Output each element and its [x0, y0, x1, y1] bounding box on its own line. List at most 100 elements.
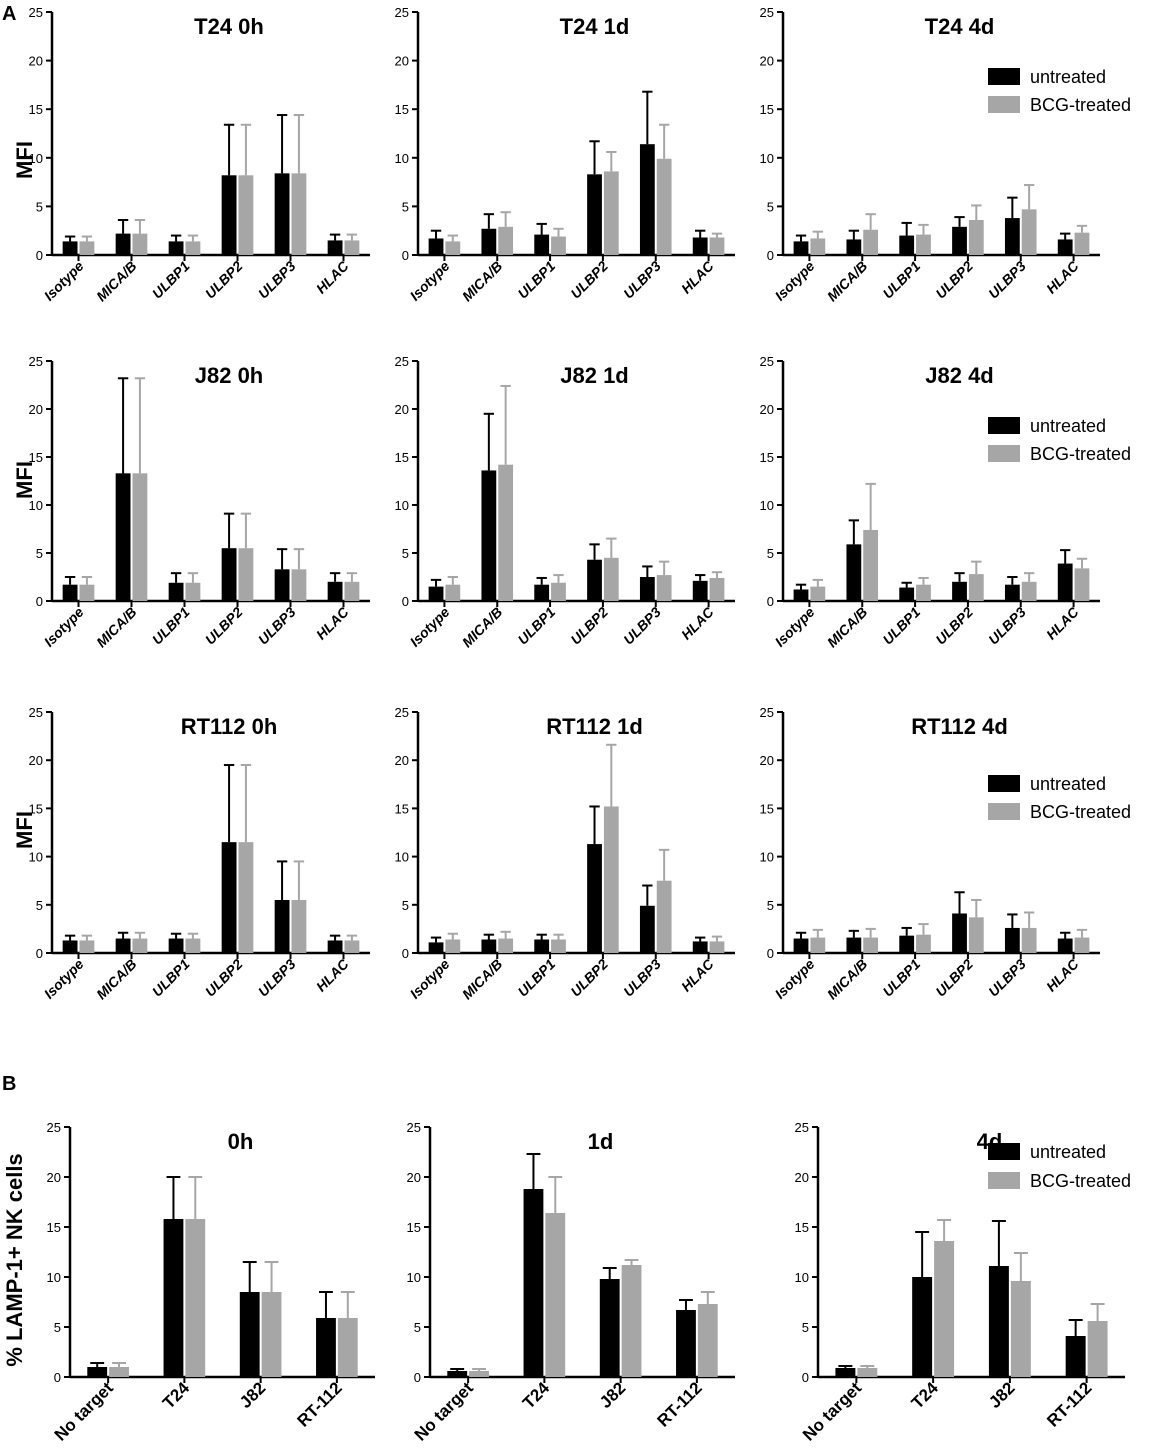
bar-treated: [656, 880, 672, 953]
bar-untreated: [481, 228, 497, 255]
category-label: ULBP3: [985, 604, 1029, 648]
category-label: ULBP2: [202, 604, 246, 648]
y-tick-label: 10: [795, 1270, 809, 1285]
category-label: ULBP2: [932, 258, 976, 302]
bar-untreated: [481, 470, 497, 601]
bar-untreated: [793, 241, 809, 255]
bar-untreated: [115, 473, 131, 601]
bar-untreated: [952, 913, 967, 953]
y-tick-label: 25: [760, 354, 774, 369]
bar-untreated: [316, 1318, 336, 1377]
bar-untreated: [587, 559, 602, 601]
y-tick-label: 20: [760, 402, 774, 417]
category-label: HLAC: [313, 257, 352, 296]
y-tick-label: 5: [802, 1320, 809, 1335]
legend-label-untreated: untreated: [1030, 774, 1106, 794]
chart-4: J82 1d 0 5 10 15 20 25 Isotype MICA/B ULBP1 ULBP2 U…: [395, 354, 735, 650]
bar-untreated: [912, 1277, 933, 1377]
ylabel-t24-row: MFI: [12, 141, 37, 179]
category-label: HLAC: [678, 955, 717, 994]
y-tick-label: 25: [47, 1120, 61, 1135]
bar-untreated: [87, 1367, 108, 1377]
chart-title: T24 1d: [560, 14, 630, 39]
y-tick-label: 5: [36, 199, 43, 214]
bar-treated: [857, 1368, 878, 1377]
y-tick-label: 25: [395, 705, 409, 720]
legend-label-untreated: untreated: [1030, 1142, 1106, 1162]
legend-swatch-treated: [988, 445, 1020, 462]
y-tick-label: 10: [395, 498, 409, 513]
bar-treated: [185, 582, 201, 601]
bar-untreated: [1057, 239, 1073, 255]
category-label: J82: [596, 1378, 629, 1411]
y-tick-label: 5: [36, 546, 43, 561]
chart-title: T24 0h: [194, 14, 264, 39]
bar-untreated: [168, 582, 184, 601]
category-label: MICA/B: [459, 604, 506, 651]
y-tick-label: 15: [47, 1220, 61, 1235]
category-label: ULBP1: [879, 258, 923, 302]
y-tick-label: 15: [395, 102, 409, 117]
category-label: ULBP3: [255, 604, 299, 648]
bar-treated: [863, 229, 879, 255]
bar-treated: [810, 586, 826, 601]
bar-treated: [185, 1219, 206, 1377]
y-tick-label: 0: [36, 594, 43, 609]
y-tick-label: 5: [767, 199, 774, 214]
bar-untreated: [534, 584, 550, 601]
category-label: RT-112: [654, 1378, 706, 1430]
legend-label-treated: BCG-treated: [1030, 95, 1131, 115]
y-tick-label: 5: [36, 898, 43, 913]
legend-panel-b: untreated BCG-treated: [988, 1142, 1131, 1191]
category-label: HLAC: [313, 955, 352, 994]
category-label: ULBP1: [879, 956, 923, 1000]
category-label: ULBP1: [514, 258, 558, 302]
category-label: ULBP2: [932, 604, 976, 648]
y-tick-label: 0: [36, 248, 43, 263]
bar-treated: [551, 939, 566, 953]
y-tick-label: 0: [36, 946, 43, 961]
bar-treated: [697, 1304, 718, 1377]
chart-0: T24 0h 0 5 10 15 20 25 Isotype MICA/B ULBP1 ULBP2 U…: [29, 5, 370, 304]
y-tick-label: 0: [802, 1370, 809, 1385]
category-label: T24: [159, 1378, 194, 1413]
y-tick-label: 10: [760, 850, 774, 865]
category-label: No target: [411, 1378, 477, 1444]
bar-untreated: [988, 1266, 1009, 1377]
bar-treated: [621, 1265, 642, 1377]
chart-title: RT112 1d: [546, 714, 643, 739]
bar-treated: [1074, 568, 1090, 601]
category-label: Isotype: [41, 604, 87, 650]
bar-untreated: [846, 239, 862, 255]
y-tick-label: 20: [29, 402, 43, 417]
bar-treated: [1021, 581, 1037, 601]
category-label: MICA/B: [93, 258, 140, 305]
bar-untreated: [523, 1189, 544, 1377]
ylabel-rt112-row: MFI: [12, 811, 37, 849]
bar-treated: [1010, 1281, 1031, 1377]
bar-treated: [709, 941, 725, 953]
legend-swatch-untreated: [988, 417, 1020, 434]
bar-untreated: [639, 144, 655, 255]
chart-2: T24 4d 0 5 10 15 20 25 Isotype MICA/B ULBP1 ULBP2 U…: [760, 5, 1100, 304]
chart-title: J82 4d: [925, 363, 994, 388]
category-label: HLAC: [1043, 603, 1082, 642]
category-label: HLAC: [1043, 257, 1082, 296]
bar-treated: [863, 529, 879, 601]
category-label: Isotype: [772, 604, 818, 650]
bar-untreated: [587, 844, 602, 953]
y-tick-label: 0: [402, 946, 409, 961]
y-tick-label: 25: [760, 705, 774, 720]
bar-untreated: [428, 238, 444, 255]
bar-untreated: [1057, 563, 1073, 601]
y-tick-label: 20: [395, 753, 409, 768]
bar-untreated: [899, 935, 915, 953]
bar-treated: [291, 899, 307, 953]
legend-row-3: untreated BCG-treated: [988, 774, 1131, 822]
bar-untreated: [481, 939, 497, 953]
y-tick-label: 20: [29, 753, 43, 768]
y-tick-label: 15: [795, 1220, 809, 1235]
